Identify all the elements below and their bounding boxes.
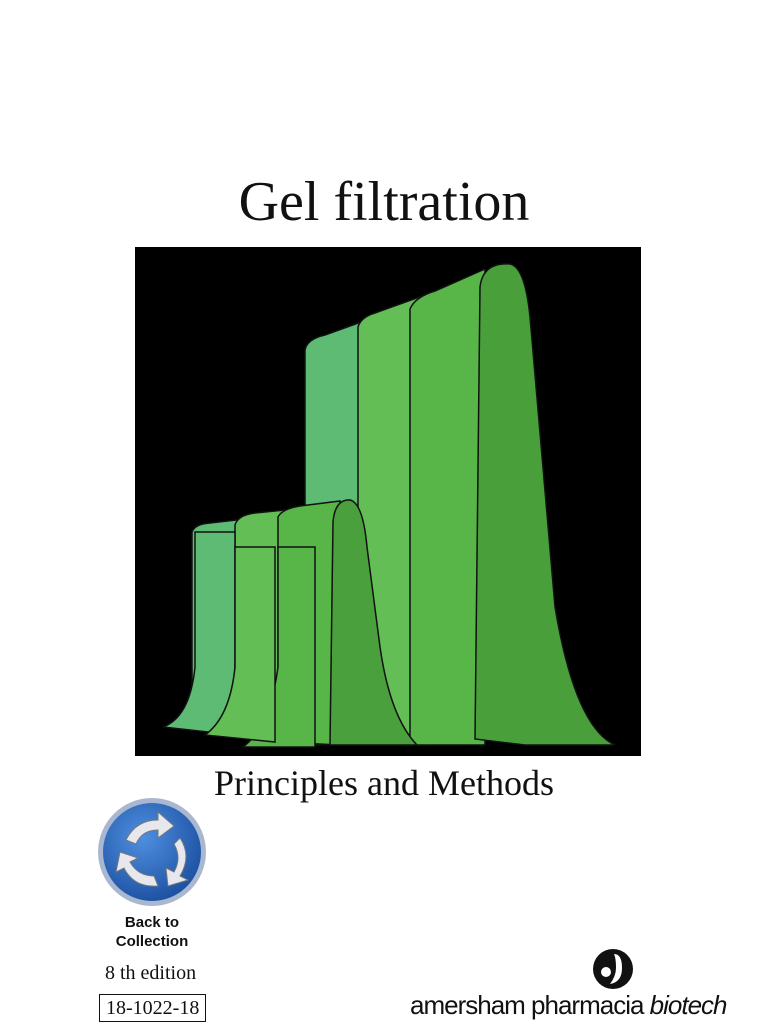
logo-brand: amersham pharmacia — [410, 990, 644, 1020]
button-label-line2: Collection — [115, 933, 189, 950]
logo-text: amersham pharmacia biotech — [410, 990, 728, 1021]
title: Gel filtration — [238, 171, 530, 233]
button-icon — [98, 798, 206, 906]
logo-unit: biotech — [649, 990, 728, 1020]
button-label-line1: Back to — [124, 914, 180, 931]
logo-icon — [593, 949, 633, 989]
product-code: 18-1022-18 — [99, 994, 207, 1022]
cover-art — [135, 247, 641, 756]
edition: 8 th edition — [105, 962, 197, 984]
subtitle: Principles and Methods — [214, 763, 554, 803]
back-to-collection-button[interactable]: Back to Collection — [92, 796, 212, 951]
